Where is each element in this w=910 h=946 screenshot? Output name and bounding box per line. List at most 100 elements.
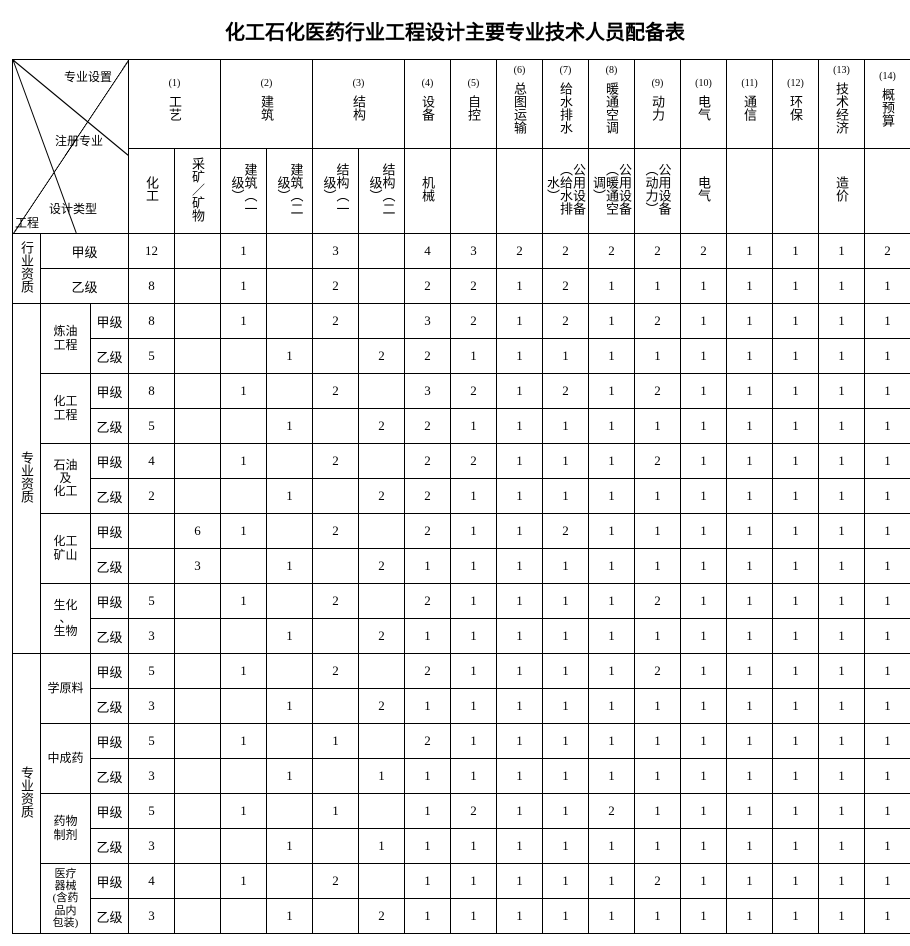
- value-cell: 2: [359, 899, 405, 934]
- value-cell: 1: [405, 864, 451, 899]
- value-cell: 1: [773, 269, 819, 304]
- grade-cell: 乙级: [91, 339, 129, 374]
- value-cell: 1: [497, 409, 543, 444]
- value-cell: 1: [451, 584, 497, 619]
- value-cell: [175, 444, 221, 479]
- col-sub-1-1: 建筑（二级）: [267, 149, 313, 234]
- diagonal-header: 专业设置 注册专业 设计类型 工程: [13, 60, 129, 234]
- value-cell: 2: [543, 374, 589, 409]
- value-cell: 1: [589, 584, 635, 619]
- grade-cell: 乙级: [91, 549, 129, 584]
- value-cell: 2: [635, 584, 681, 619]
- value-cell: 1: [543, 829, 589, 864]
- value-cell: [175, 759, 221, 794]
- value-cell: [175, 899, 221, 934]
- value-cell: 1: [681, 759, 727, 794]
- value-cell: [175, 829, 221, 864]
- col-sub-11-0: [773, 149, 819, 234]
- value-cell: 1: [727, 514, 773, 549]
- value-cell: 1: [497, 654, 543, 689]
- value-cell: 1: [727, 619, 773, 654]
- value-cell: 5: [129, 339, 175, 374]
- value-cell: [129, 514, 175, 549]
- value-cell: 2: [543, 514, 589, 549]
- value-cell: 1: [819, 654, 865, 689]
- value-cell: 1: [221, 584, 267, 619]
- value-cell: [359, 654, 405, 689]
- value-cell: 1: [405, 549, 451, 584]
- value-cell: 1: [773, 794, 819, 829]
- col-sub-8-0: 公用设备（动力）: [635, 149, 681, 234]
- value-cell: [359, 724, 405, 759]
- value-cell: 2: [405, 269, 451, 304]
- value-cell: 1: [819, 829, 865, 864]
- value-cell: 1: [865, 374, 910, 409]
- value-cell: 1: [267, 409, 313, 444]
- value-cell: 1: [267, 829, 313, 864]
- value-cell: 1: [543, 584, 589, 619]
- value-cell: 1: [635, 339, 681, 374]
- value-cell: 1: [773, 864, 819, 899]
- value-cell: 1: [267, 549, 313, 584]
- col-group-11: (12)环保: [773, 60, 819, 149]
- value-cell: 1: [635, 829, 681, 864]
- value-cell: 1: [589, 899, 635, 934]
- value-cell: 2: [589, 234, 635, 269]
- value-cell: 4: [129, 864, 175, 899]
- value-cell: 2: [635, 654, 681, 689]
- value-cell: 1: [451, 759, 497, 794]
- value-cell: 3: [129, 759, 175, 794]
- col-group-7: (8)暖通空调: [589, 60, 635, 149]
- value-cell: 1: [635, 794, 681, 829]
- value-cell: 1: [681, 479, 727, 514]
- value-cell: 1: [589, 374, 635, 409]
- value-cell: 1: [819, 444, 865, 479]
- value-cell: 1: [773, 514, 819, 549]
- value-cell: 3: [175, 549, 221, 584]
- value-cell: 2: [543, 304, 589, 339]
- value-cell: 1: [497, 794, 543, 829]
- value-cell: 1: [819, 269, 865, 304]
- value-cell: 1: [773, 374, 819, 409]
- value-cell: 1: [635, 724, 681, 759]
- value-cell: 1: [773, 549, 819, 584]
- value-cell: 4: [129, 444, 175, 479]
- value-cell: 1: [865, 619, 910, 654]
- value-cell: 1: [313, 794, 359, 829]
- value-cell: 2: [635, 234, 681, 269]
- value-cell: [313, 339, 359, 374]
- category-cell: 药物制剂: [41, 794, 91, 864]
- value-cell: 1: [451, 724, 497, 759]
- value-cell: [129, 549, 175, 584]
- value-cell: 1: [773, 339, 819, 374]
- value-cell: 1: [865, 514, 910, 549]
- value-cell: 3: [405, 304, 451, 339]
- value-cell: 1: [865, 689, 910, 724]
- value-cell: 2: [313, 269, 359, 304]
- value-cell: 1: [221, 514, 267, 549]
- value-cell: 2: [129, 479, 175, 514]
- value-cell: [175, 864, 221, 899]
- value-cell: [359, 234, 405, 269]
- value-cell: 1: [451, 549, 497, 584]
- col-sub-13-0: [865, 149, 910, 234]
- value-cell: [221, 759, 267, 794]
- value-cell: 1: [865, 479, 910, 514]
- value-cell: 1: [267, 339, 313, 374]
- value-cell: 1: [727, 724, 773, 759]
- value-cell: 1: [589, 829, 635, 864]
- grade-cell: 甲级: [91, 654, 129, 689]
- value-cell: 5: [129, 724, 175, 759]
- value-cell: 1: [497, 584, 543, 619]
- value-cell: 1: [543, 339, 589, 374]
- value-cell: 1: [635, 549, 681, 584]
- grade-cell: 乙级: [91, 619, 129, 654]
- page-title: 化工石化医药行业工程设计主要专业技术人员配备表: [12, 16, 898, 45]
- value-cell: [313, 899, 359, 934]
- value-cell: [267, 654, 313, 689]
- value-cell: 1: [589, 864, 635, 899]
- value-cell: 1: [405, 899, 451, 934]
- value-cell: 1: [405, 794, 451, 829]
- value-cell: 1: [543, 654, 589, 689]
- grade-cell: 甲级: [91, 514, 129, 549]
